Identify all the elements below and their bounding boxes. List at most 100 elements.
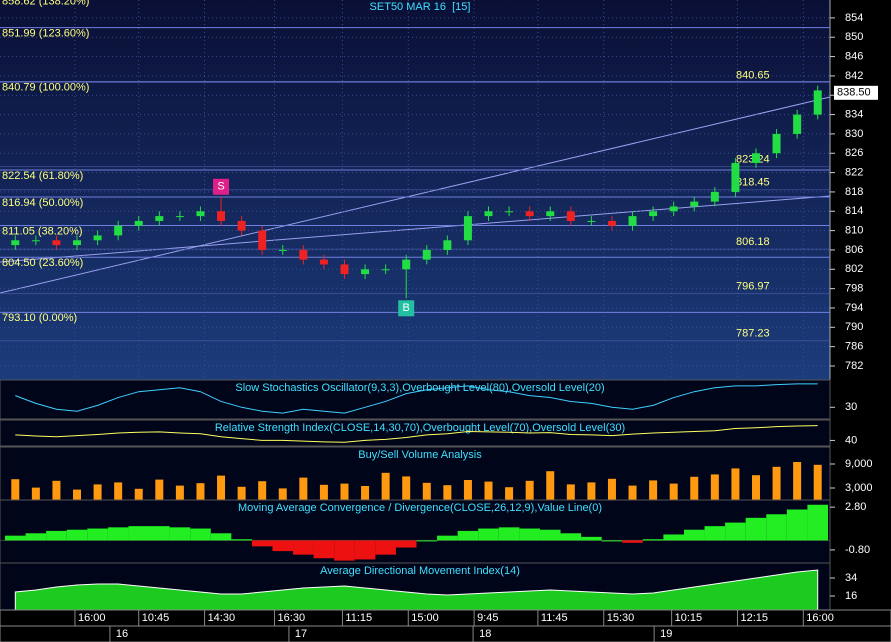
macd-bar	[375, 540, 396, 555]
candle-body	[93, 235, 102, 241]
volume-bar	[422, 482, 431, 500]
volume-bar	[628, 485, 637, 500]
trendline	[0, 195, 831, 263]
y-tick-label: 854	[845, 12, 863, 24]
x-tick-label: 10:15	[675, 612, 703, 624]
macd-bar	[437, 535, 458, 541]
fib-label: 840.79 (100.00%)	[2, 82, 89, 94]
candle-body	[710, 191, 719, 202]
macd-bar	[786, 509, 808, 541]
candle-body	[11, 240, 20, 246]
volume-bar	[463, 480, 472, 500]
candle-body	[813, 90, 822, 115]
candle-body	[134, 220, 143, 226]
volume-bar	[669, 483, 678, 500]
y-tick-label: 842	[845, 70, 863, 82]
x-tick-label: 12:15	[740, 612, 768, 624]
signal-marker	[213, 178, 230, 195]
candle-body	[525, 211, 534, 217]
candle-body	[217, 211, 226, 221]
y-tick-label: 822	[845, 167, 863, 179]
volume-bar	[319, 484, 328, 500]
candle-body	[484, 211, 493, 217]
y-tick-label: 802	[845, 263, 863, 275]
volume-bar	[731, 468, 740, 500]
candle-body	[628, 216, 637, 226]
macd-bar	[293, 540, 314, 555]
macd-bar	[663, 534, 684, 541]
volume-bar	[587, 482, 596, 500]
candle-body	[114, 225, 123, 236]
macd-bar	[498, 527, 520, 541]
volume-bar	[73, 489, 82, 500]
level-label: 818.45	[736, 177, 770, 189]
panel-title: Slow Stochastics Oscillator(9,3,3),Overb…	[235, 382, 604, 394]
x-tick-label: 16:00	[78, 612, 106, 624]
candle-body	[690, 201, 699, 207]
macd-bar	[169, 527, 191, 541]
volume-bar	[607, 478, 616, 500]
last-price-label: 838.50	[837, 87, 871, 99]
volume-bar	[114, 482, 123, 500]
macd-bar	[622, 540, 643, 543]
macd-bar	[66, 529, 88, 541]
x-tick-label: 11:45	[541, 612, 568, 624]
y-tick-label: 40	[845, 434, 857, 446]
x-tick-label: 9:45	[477, 612, 498, 624]
volume-bar	[402, 476, 411, 500]
y-tick-label: 16	[845, 590, 857, 602]
volume-bar	[155, 479, 164, 500]
macd-bar	[334, 540, 355, 561]
y-tick-label: 34	[845, 572, 857, 584]
volume-bar	[793, 462, 802, 500]
x-tick-label: 15:00	[411, 612, 439, 624]
indicator-line	[15, 425, 818, 443]
x-tick-label: 10:45	[142, 612, 170, 624]
volume-bar	[340, 483, 349, 500]
signal-label: S	[217, 181, 224, 193]
signal-marker	[398, 300, 415, 317]
macd-bar	[149, 526, 170, 541]
candle-body	[772, 133, 781, 154]
candle-body	[607, 220, 616, 226]
level-label: 840.65	[736, 69, 770, 81]
macd-bar	[478, 528, 499, 541]
adx-area	[14, 569, 819, 611]
macd-bar	[251, 540, 273, 547]
candle-body	[258, 230, 267, 250]
fib-label: 858.62 (138.20%)	[2, 0, 89, 7]
candle-body	[237, 220, 246, 231]
panel-title: SET50 MAR 16 [15]	[370, 1, 471, 13]
y-tick-label: 30	[845, 401, 857, 413]
panel-title: Relative Strength Index(CLOSE,14,30,70),…	[215, 422, 625, 434]
volume-bar	[381, 472, 390, 500]
candle-body	[361, 269, 370, 275]
panel-bg	[0, 419, 831, 447]
candle-body	[319, 259, 328, 265]
candle-body	[381, 269, 390, 271]
macd-bar	[210, 533, 232, 541]
date-label: 18	[479, 628, 491, 640]
macd-bar	[601, 540, 623, 542]
x-tick-label: 11:15	[345, 612, 372, 624]
fib-label: 816.94 (50.00%)	[2, 197, 83, 209]
candle-body	[793, 114, 802, 134]
fib-label: 793.10 (0.00%)	[2, 312, 77, 324]
volume-bar	[217, 475, 226, 500]
candle-body	[566, 211, 575, 221]
panel-title: Average Directional Movement Index(14)	[320, 565, 520, 577]
candle-body	[649, 211, 658, 217]
macd-bar	[539, 529, 561, 541]
candle-body	[587, 220, 596, 222]
volume-bar	[690, 476, 699, 500]
candle-body	[505, 211, 514, 213]
candle-body	[443, 240, 452, 250]
macd-bar	[642, 539, 664, 541]
signal-label: B	[403, 302, 410, 314]
volume-bar	[31, 487, 40, 500]
y-tick-label: 798	[845, 283, 863, 295]
y-tick-label: 2.80	[845, 501, 866, 513]
y-tick-label: 834	[845, 108, 863, 120]
macd-bar	[704, 526, 726, 541]
